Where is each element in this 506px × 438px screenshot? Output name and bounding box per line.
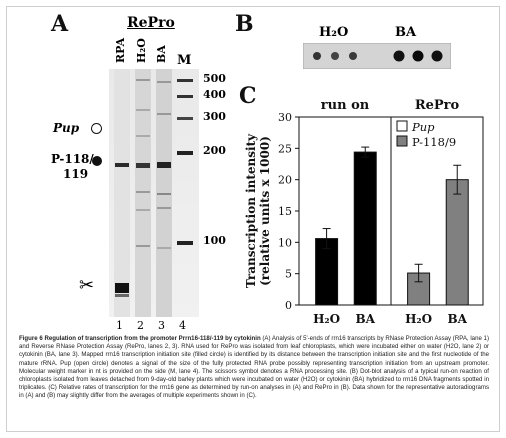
gel-image: [109, 69, 199, 317]
group-title: RePro: [415, 98, 460, 113]
y-tick-label: 15: [278, 205, 292, 218]
caption-head: Figure 6 Regulation of transcription fro…: [19, 335, 261, 342]
p118-label-line2: 119: [63, 167, 88, 181]
y-axis-label-line2: (relative units x 1000): [258, 136, 272, 286]
bar: [446, 180, 468, 305]
x-tick-label: H₂O: [405, 312, 432, 326]
scissors-icon: ✂: [79, 277, 94, 295]
transcription-chart: 0 5 10 15 20 25 30 Transcription intensity (rela…: [245, 93, 495, 329]
lane-number-4: 4: [179, 319, 186, 332]
figure-caption: Figure 6 Regulation of transcription fro…: [19, 335, 489, 401]
marker-300: 300: [203, 110, 226, 123]
lane-label-rpa: RPA: [114, 38, 127, 63]
marker-400: 400: [203, 88, 226, 101]
lane-number-2: 2: [137, 319, 144, 332]
y-tick-label: 25: [278, 142, 292, 155]
pup-open-circle-icon: [91, 123, 102, 134]
y-tick-label: 5: [285, 268, 292, 281]
p118-label-line1: P-118/: [51, 152, 94, 166]
dot-blot-image: [303, 43, 451, 69]
y-tick-label: 30: [278, 111, 292, 124]
marker-100: 100: [203, 234, 226, 247]
figure-frame: A RePro RPA H₂O BA M: [6, 6, 500, 432]
marker-200: 200: [203, 144, 226, 157]
legend-swatch: [397, 136, 407, 146]
lane-number-3: 3: [158, 319, 165, 332]
p118-filled-circle-icon: [92, 156, 102, 166]
y-tick-label: 20: [278, 174, 292, 187]
legend-label: Pup: [411, 120, 435, 134]
group-title: run on: [321, 98, 370, 113]
legend-swatch: [397, 121, 407, 131]
y-tick-label: 0: [285, 299, 292, 312]
lane-label-m: M: [177, 53, 191, 68]
x-tick-label: H₂O: [313, 312, 340, 326]
panel-b-letter: B: [235, 11, 254, 37]
lane-label-ba: BA: [155, 45, 168, 63]
legend-label: P-118/9: [412, 135, 456, 149]
panel-a-letter: A: [51, 11, 68, 37]
dot-label-h2o: H₂O: [319, 25, 348, 40]
dot-label-ba: BA: [395, 25, 416, 40]
bar: [354, 152, 376, 305]
lane-label-h2o: H₂O: [135, 38, 148, 63]
x-tick-label: BA: [356, 312, 376, 326]
lane-number-1: 1: [116, 319, 123, 332]
y-axis-label-line1: Transcription intensity: [245, 133, 258, 288]
x-tick-label: BA: [448, 312, 468, 326]
marker-500: 500: [203, 72, 226, 85]
y-tick-label: 10: [278, 236, 292, 249]
caption-body: (A) Analysis of 5'-ends of rrn16 transcr…: [19, 335, 489, 399]
pup-label: Pup: [53, 121, 79, 135]
repro-group-label: RePro: [127, 15, 175, 31]
